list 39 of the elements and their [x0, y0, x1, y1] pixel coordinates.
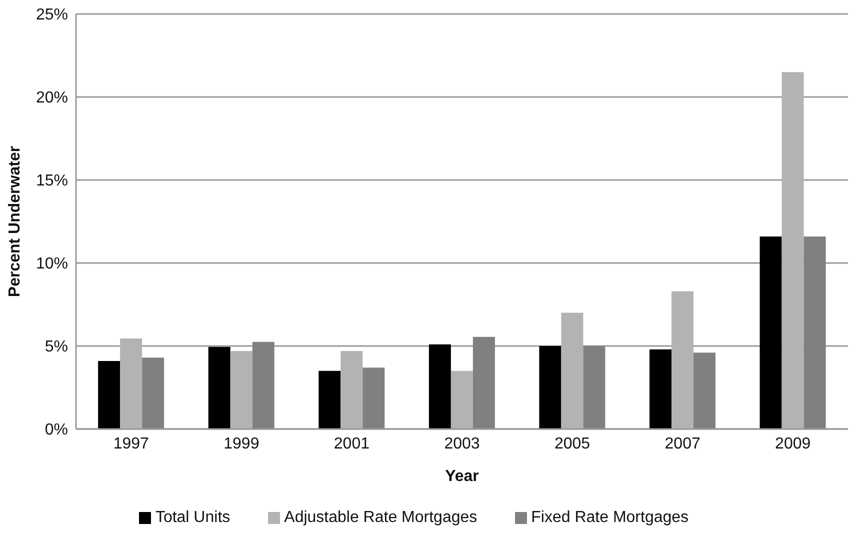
- bar: [120, 338, 142, 429]
- x-tick-label: 2005: [554, 435, 590, 452]
- x-tick-label: 1997: [113, 435, 150, 452]
- y-tick-label: 25%: [36, 6, 68, 24]
- x-tick-label: 2009: [775, 435, 811, 452]
- bar: [693, 352, 716, 429]
- legend-label: Fixed Rate Mortgages: [531, 509, 689, 526]
- y-tick-label: 5%: [44, 338, 68, 356]
- y-tick-label: 20%: [36, 90, 68, 107]
- x-axis-title: Year: [445, 468, 479, 485]
- bar: [98, 360, 120, 429]
- bar: [649, 349, 672, 429]
- bar: [252, 342, 274, 429]
- bar: [539, 346, 562, 429]
- bar: [561, 312, 584, 429]
- bar: [583, 346, 606, 429]
- y-tick-label: 15%: [36, 172, 68, 190]
- bar: [671, 291, 694, 429]
- legend-label: Total Units: [155, 509, 230, 526]
- y-axis-title: Percent Underwater: [6, 146, 24, 298]
- x-tick-label: 2007: [664, 435, 700, 452]
- legend-label: Adjustable Rate Mortgages: [284, 509, 478, 526]
- bar: [804, 236, 826, 429]
- bar: [230, 350, 252, 429]
- y-tick-label: 10%: [36, 256, 68, 273]
- bar: [362, 368, 385, 429]
- x-tick-label: 1999: [224, 435, 260, 452]
- y-tick-label: 0%: [44, 422, 68, 439]
- bar: [472, 336, 495, 429]
- x-tick-label: 2003: [444, 435, 480, 452]
- bar: [318, 370, 341, 429]
- bar: [208, 346, 230, 429]
- bar: [142, 358, 164, 429]
- bar: [340, 350, 363, 429]
- bar: [450, 370, 473, 429]
- bar: [760, 236, 782, 429]
- bar: [428, 344, 451, 429]
- bar: [782, 72, 804, 429]
- x-tick-label: 2001: [334, 435, 370, 452]
